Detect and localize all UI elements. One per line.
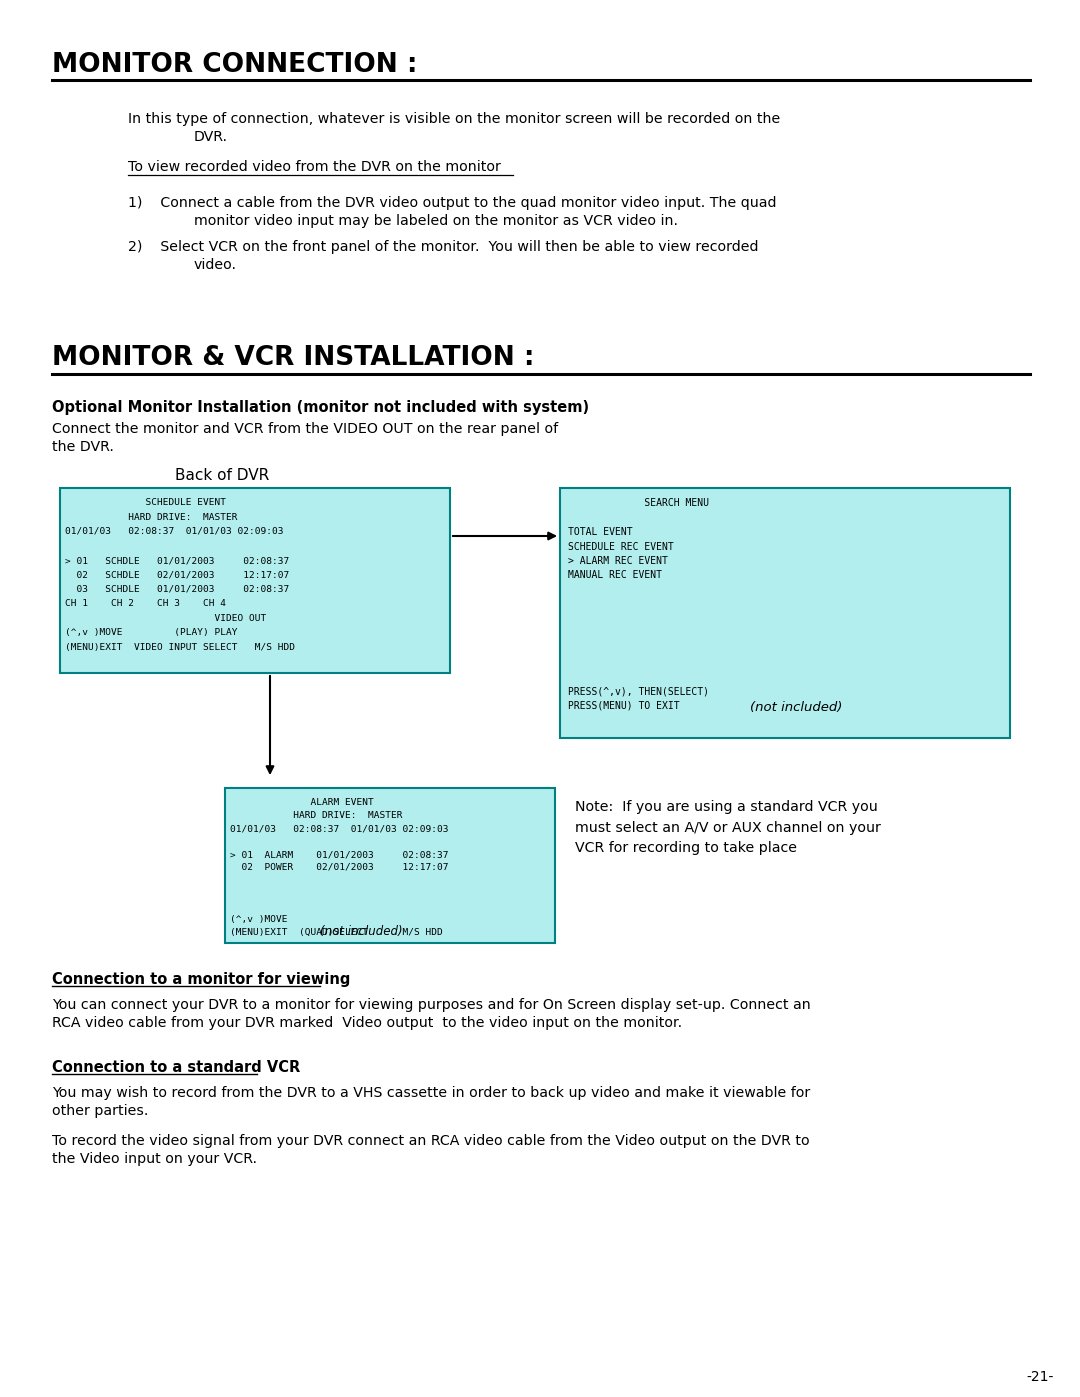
Text: > ALARM REC EVENT: > ALARM REC EVENT [568, 556, 667, 566]
Text: (^,v )MOVE         (PLAY) PLAY: (^,v )MOVE (PLAY) PLAY [65, 629, 238, 637]
Text: To view recorded video from the DVR on the monitor: To view recorded video from the DVR on t… [129, 161, 501, 175]
Text: DVR.: DVR. [194, 130, 228, 144]
Text: (^,v )MOVE: (^,v )MOVE [230, 915, 287, 923]
Text: Note:  If you are using a standard VCR you
must select an A/V or AUX channel on : Note: If you are using a standard VCR yo… [575, 800, 881, 855]
Text: PRESS(MENU) TO EXIT: PRESS(MENU) TO EXIT [568, 701, 679, 711]
Text: MONITOR & VCR INSTALLATION :: MONITOR & VCR INSTALLATION : [52, 345, 535, 372]
Text: (MENU)EXIT  (QUAD)SELECT      M/S HDD: (MENU)EXIT (QUAD)SELECT M/S HDD [230, 928, 443, 937]
Text: VIDEO OUT: VIDEO OUT [65, 615, 267, 623]
Text: To record the video signal from your DVR connect an RCA video cable from the Vid: To record the video signal from your DVR… [52, 1134, 810, 1148]
Text: MONITOR CONNECTION :: MONITOR CONNECTION : [52, 52, 418, 78]
Text: MANUAL REC EVENT: MANUAL REC EVENT [568, 570, 662, 581]
Text: RCA video cable from your DVR marked  Video output  to the video input on the mo: RCA video cable from your DVR marked Vid… [52, 1016, 683, 1030]
Text: Connection to a standard VCR: Connection to a standard VCR [52, 1060, 300, 1076]
Text: (not included): (not included) [320, 925, 403, 937]
Text: ALARM EVENT: ALARM EVENT [230, 798, 374, 807]
Text: SCHEDULE EVENT: SCHEDULE EVENT [65, 497, 226, 507]
Text: 01/01/03   02:08:37  01/01/03 02:09:03: 01/01/03 02:08:37 01/01/03 02:09:03 [65, 527, 283, 536]
Text: PRESS(^,v), THEN(SELECT): PRESS(^,v), THEN(SELECT) [568, 686, 708, 697]
Text: Connection to a monitor for viewing: Connection to a monitor for viewing [52, 972, 350, 988]
Text: CH 1    CH 2    CH 3    CH 4: CH 1 CH 2 CH 3 CH 4 [65, 599, 226, 609]
Bar [561, 488, 1010, 738]
Text: HARD DRIVE:  MASTER: HARD DRIVE: MASTER [65, 513, 238, 521]
Text: Back of DVR: Back of DVR [175, 468, 269, 483]
Text: 02  POWER    02/01/2003     12:17:07: 02 POWER 02/01/2003 12:17:07 [230, 863, 448, 872]
Text: 01/01/03   02:08:37  01/01/03 02:09:03: 01/01/03 02:08:37 01/01/03 02:09:03 [230, 824, 448, 833]
Text: You can connect your DVR to a monitor for viewing purposes and for On Screen dis: You can connect your DVR to a monitor fo… [52, 997, 811, 1011]
Text: (MENU)EXIT  VIDEO INPUT SELECT   M/S HDD: (MENU)EXIT VIDEO INPUT SELECT M/S HDD [65, 643, 295, 652]
Text: In this type of connection, whatever is visible on the monitor screen will be re: In this type of connection, whatever is … [129, 112, 780, 126]
Text: 1)    Connect a cable from the DVR video output to the quad monitor video input.: 1) Connect a cable from the DVR video ou… [129, 196, 777, 210]
Text: -21-: -21- [1026, 1370, 1053, 1384]
Text: TOTAL EVENT: TOTAL EVENT [568, 527, 633, 536]
Text: the Video input on your VCR.: the Video input on your VCR. [52, 1153, 257, 1166]
Text: 02   SCHDLE   02/01/2003     12:17:07: 02 SCHDLE 02/01/2003 12:17:07 [65, 570, 289, 580]
Text: Optional Monitor Installation (monitor not included with system): Optional Monitor Installation (monitor n… [52, 400, 589, 415]
Text: You may wish to record from the DVR to a VHS cassette in order to back up video : You may wish to record from the DVR to a… [52, 1085, 810, 1099]
Text: monitor video input may be labeled on the monitor as VCR video in.: monitor video input may be labeled on th… [194, 214, 678, 228]
Text: SEARCH MENU: SEARCH MENU [568, 497, 708, 509]
Text: the DVR.: the DVR. [52, 440, 113, 454]
Text: (not included): (not included) [750, 701, 842, 714]
Text: other parties.: other parties. [52, 1104, 148, 1118]
Text: 03   SCHDLE   01/01/2003     02:08:37: 03 SCHDLE 01/01/2003 02:08:37 [65, 585, 289, 594]
Text: video.: video. [194, 258, 237, 272]
Text: Connect the monitor and VCR from the VIDEO OUT on the rear panel of: Connect the monitor and VCR from the VID… [52, 422, 558, 436]
Text: 2)    Select VCR on the front panel of the monitor.  You will then be able to vi: 2) Select VCR on the front panel of the … [129, 240, 758, 254]
Text: HARD DRIVE:  MASTER: HARD DRIVE: MASTER [230, 812, 403, 820]
Text: > 01   SCHDLE   01/01/2003     02:08:37: > 01 SCHDLE 01/01/2003 02:08:37 [65, 556, 289, 564]
Text: SCHEDULE REC EVENT: SCHEDULE REC EVENT [568, 542, 674, 552]
Text: > 01  ALARM    01/01/2003     02:08:37: > 01 ALARM 01/01/2003 02:08:37 [230, 849, 448, 859]
Bar [60, 488, 450, 673]
Bar [225, 788, 555, 943]
